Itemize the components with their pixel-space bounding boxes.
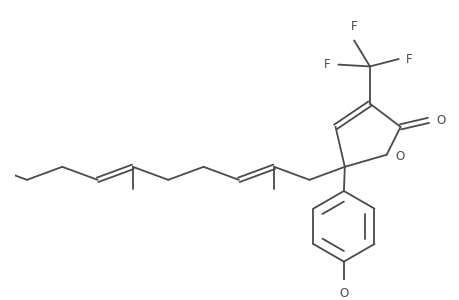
Text: O: O bbox=[394, 150, 403, 163]
Text: F: F bbox=[405, 52, 412, 65]
Text: F: F bbox=[324, 58, 330, 71]
Text: F: F bbox=[350, 20, 357, 33]
Text: O: O bbox=[435, 114, 444, 127]
Text: O: O bbox=[339, 287, 348, 300]
